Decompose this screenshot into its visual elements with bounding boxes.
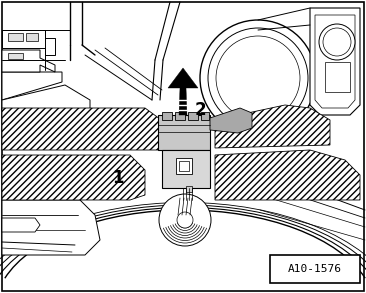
Bar: [162, 150, 210, 188]
Circle shape: [177, 212, 193, 228]
Polygon shape: [2, 72, 62, 100]
Bar: [176, 158, 192, 174]
Bar: [8, 33, 23, 41]
Circle shape: [323, 28, 351, 56]
Polygon shape: [2, 108, 175, 150]
Text: A10-1576: A10-1576: [288, 264, 342, 274]
Polygon shape: [215, 150, 360, 200]
Bar: [186, 186, 192, 192]
Polygon shape: [2, 218, 40, 232]
Polygon shape: [2, 155, 145, 200]
Polygon shape: [2, 50, 55, 72]
Polygon shape: [2, 200, 100, 255]
Circle shape: [319, 24, 355, 60]
Polygon shape: [168, 68, 198, 88]
Bar: [8, 53, 23, 59]
Bar: [158, 115, 210, 150]
Polygon shape: [2, 85, 90, 110]
Polygon shape: [215, 105, 330, 148]
Circle shape: [200, 20, 316, 136]
Polygon shape: [2, 30, 55, 55]
Circle shape: [159, 194, 211, 246]
Bar: [26, 33, 38, 41]
Polygon shape: [179, 88, 187, 115]
Bar: [270, 255, 360, 283]
Bar: [325, 62, 350, 92]
Text: 1: 1: [112, 169, 124, 187]
Bar: [188, 112, 198, 120]
Bar: [201, 112, 209, 120]
Bar: [175, 112, 185, 120]
Polygon shape: [310, 8, 360, 115]
Bar: [179, 161, 189, 171]
Bar: [162, 112, 172, 120]
Circle shape: [208, 28, 308, 128]
Polygon shape: [315, 15, 355, 108]
Circle shape: [216, 36, 300, 120]
Polygon shape: [210, 108, 252, 133]
Text: 2: 2: [194, 101, 206, 119]
